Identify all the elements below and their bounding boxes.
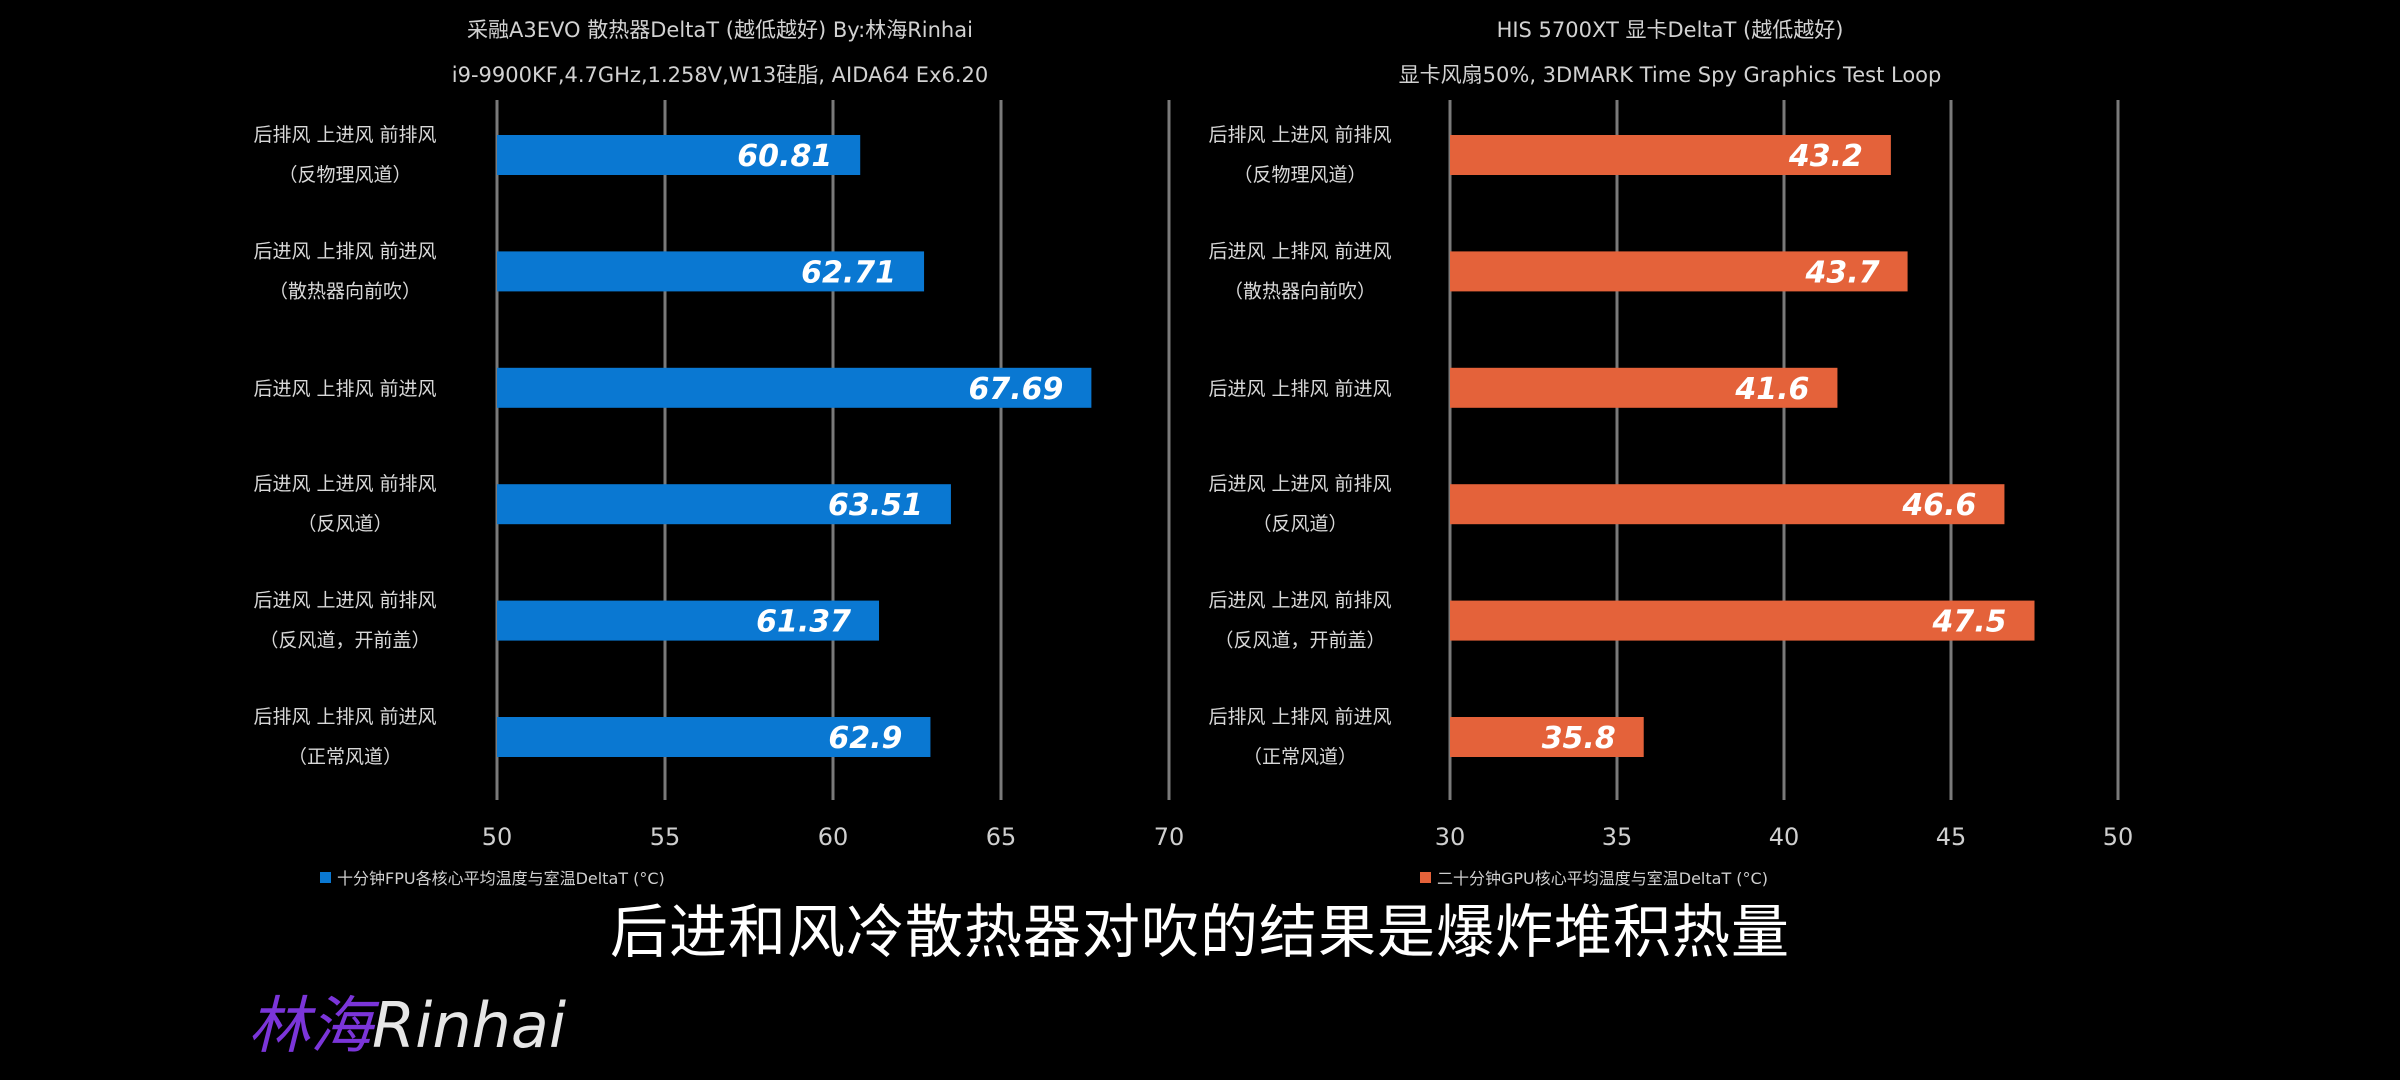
channel-watermark: 林海Rinhai <box>248 975 566 1065</box>
gpu-category-label: （散热器向前吹） <box>1224 280 1376 302</box>
cpu-chart-subtitle: i9-9900KF,4.7GHz,1.258V,W13硅脂, AIDA64 Ex… <box>452 63 988 87</box>
gpu-category-label: 后进风 上排风 前进风 <box>1208 240 1391 262</box>
gpu-bar <box>1450 484 2005 525</box>
watermark-en: Rinhai <box>372 989 567 1062</box>
cpu-bar <box>497 135 861 175</box>
gpu-bar-value-label: 35.8 <box>1542 721 1616 756</box>
cpu-bar-value-label: 62.9 <box>828 721 902 756</box>
gpu-category-label: （反风道，开前盖） <box>1214 630 1385 652</box>
cpu-category-label: 后进风 上排风 前进风 <box>253 240 436 262</box>
gpu-bar-value-label: 43.7 <box>1805 255 1880 290</box>
gpu-bar-value-label: 43.2 <box>1788 139 1863 174</box>
gpu-bar <box>1450 135 1891 175</box>
gpu-category-label: 后进风 上排风 前进风 <box>1208 378 1391 400</box>
cpu-category-label: （正常风道） <box>288 746 402 768</box>
watermark-cn: 林海 <box>248 989 373 1062</box>
gpu-tick-label: 40 <box>1769 823 1800 851</box>
video-subtitle: 后进和风冷散热器对吹的结果是爆炸堆积热量 <box>609 898 1790 966</box>
cpu-bar <box>497 251 925 292</box>
cpu-tick-label: 65 <box>986 823 1017 851</box>
cpu-bar-value-label: 62.71 <box>801 255 896 290</box>
cpu-bar <box>497 367 1092 408</box>
cpu-category-label: 后进风 上进风 前排风 <box>253 590 436 612</box>
cpu-bar <box>497 600 880 641</box>
cpu-category-label: 后进风 上排风 前进风 <box>253 378 436 400</box>
gpu-tick-label: 30 <box>1435 823 1466 851</box>
cpu-bar <box>497 484 951 525</box>
cpu-legend-swatch <box>320 872 331 883</box>
cpu-bar <box>497 717 931 757</box>
gpu-bar <box>1450 367 1838 408</box>
gpu-category-label: 后进风 上进风 前排风 <box>1208 590 1391 612</box>
cpu-category-label: （反风道，开前盖） <box>259 630 430 652</box>
cpu-chart-title: 采融A3EVO 散热器DeltaT (越低越好) By:林海Rinhai <box>467 18 973 42</box>
gpu-chart: HIS 5700XT 显卡DeltaT (越低越好) 显卡风扇50%, 3DMAR… <box>1208 18 2133 888</box>
cpu-tick-label: 60 <box>818 823 849 851</box>
cpu-tick-label: 55 <box>650 823 681 851</box>
gpu-legend-swatch <box>1420 872 1431 883</box>
gpu-category-label: 后排风 上进风 前排风 <box>1208 124 1391 146</box>
cpu-category-label: （反风道） <box>297 513 392 535</box>
cpu-category-label: 后排风 上排风 前进风 <box>253 706 436 728</box>
gpu-chart-title: HIS 5700XT 显卡DeltaT (越低越好) <box>1497 18 1844 42</box>
cpu-category-label: （散热器向前吹） <box>269 280 421 302</box>
cpu-chart: 采融A3EVO 散热器DeltaT (越低越好) By:林海Rinhai i9-9… <box>253 18 1184 888</box>
cpu-category-label: 后排风 上进风 前排风 <box>253 124 436 146</box>
gpu-tick-label: 35 <box>1602 823 1633 851</box>
cpu-bar-value-label: 60.81 <box>737 139 832 174</box>
gpu-tick-label: 50 <box>2103 823 2134 851</box>
gpu-bar <box>1450 717 1644 757</box>
gpu-legend-label: 二十分钟GPU核心平均温度与室温DeltaT (°C) <box>1437 869 1768 888</box>
gpu-category-label: （正常风道） <box>1243 746 1357 768</box>
gpu-bar <box>1450 251 1908 292</box>
cpu-category-label: （反物理风道） <box>278 164 411 186</box>
gpu-chart-subtitle: 显卡风扇50%, 3DMARK Time Spy Graphics Test L… <box>1399 63 1942 87</box>
gpu-bar-value-label: 46.6 <box>1901 488 1976 523</box>
gpu-category-label: 后进风 上进风 前排风 <box>1208 473 1391 495</box>
gpu-category-label: （反风道） <box>1252 513 1347 535</box>
cpu-category-label: 后进风 上进风 前排风 <box>253 473 436 495</box>
cpu-bar-value-label: 67.69 <box>968 372 1063 407</box>
gpu-category-label: 后排风 上排风 前进风 <box>1208 706 1391 728</box>
cpu-tick-label: 50 <box>482 823 513 851</box>
gpu-bar-value-label: 47.5 <box>1931 605 2006 640</box>
gpu-category-label: （反物理风道） <box>1233 164 1366 186</box>
cpu-bar-value-label: 61.37 <box>756 605 851 640</box>
cpu-bar-value-label: 63.51 <box>828 488 923 523</box>
gpu-tick-label: 45 <box>1936 823 1967 851</box>
cpu-tick-label: 70 <box>1154 823 1185 851</box>
cpu-legend-label: 十分钟FPU各核心平均温度与室温DeltaT (°C) <box>337 869 665 888</box>
gpu-bar <box>1450 600 2035 641</box>
gpu-bar-value-label: 41.6 <box>1734 372 1809 407</box>
